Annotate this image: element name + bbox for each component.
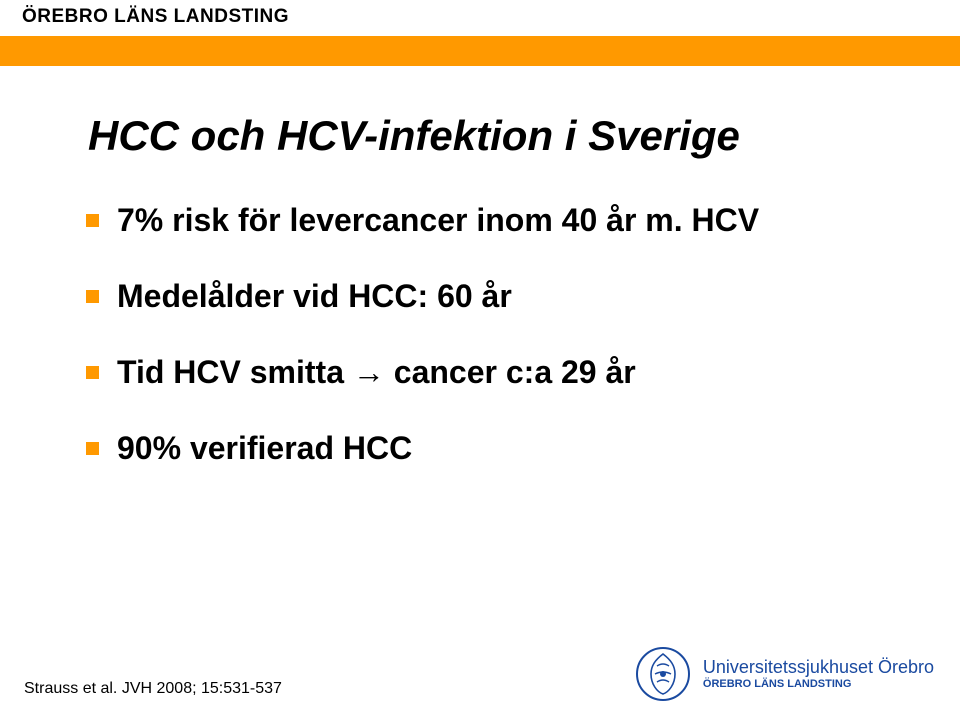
- list-item: Medelålder vid HCC: 60 år: [86, 276, 866, 316]
- bullet-text: Medelålder vid HCC: 60 år: [117, 276, 512, 316]
- bullet-marker-icon: [86, 366, 99, 379]
- citation-text: Strauss et al. JVH 2008; 15:531-537: [24, 680, 282, 698]
- list-item: 7% risk för levercancer inom 40 år m. HC…: [86, 200, 866, 240]
- bullet-text: 90% verifierad HCC: [117, 428, 412, 468]
- slide: ÖREBRO LÄNS LANDSTING HCC och HCV-infekt…: [0, 0, 960, 712]
- bullet-marker-icon: [86, 214, 99, 227]
- footer-logo: Universitetssjukhuset Örebro ÖREBRO LÄNS…: [635, 646, 934, 702]
- header-stripe-orange: [0, 36, 960, 66]
- header-label: ÖREBRO LÄNS LANDSTING: [22, 6, 289, 28]
- bullet-text: 7% risk för levercancer inom 40 år m. HC…: [117, 200, 759, 240]
- logo-secondary-text: ÖREBRO LÄNS LANDSTING: [703, 678, 934, 690]
- list-item: 90% verifierad HCC: [86, 428, 866, 468]
- logo-primary-text: Universitetssjukhuset Örebro: [703, 658, 934, 678]
- hospital-emblem-icon: [635, 646, 691, 702]
- list-item: Tid HCV smitta → cancer c:a 29 år: [86, 352, 866, 392]
- bullet-marker-icon: [86, 290, 99, 303]
- bullet-list: 7% risk för levercancer inom 40 år m. HC…: [86, 200, 866, 504]
- slide-title: HCC och HCV-infektion i Sverige: [88, 112, 740, 160]
- logo-text-block: Universitetssjukhuset Örebro ÖREBRO LÄNS…: [703, 658, 934, 690]
- bullet-text: Tid HCV smitta → cancer c:a 29 år: [117, 352, 636, 392]
- bullet-marker-icon: [86, 442, 99, 455]
